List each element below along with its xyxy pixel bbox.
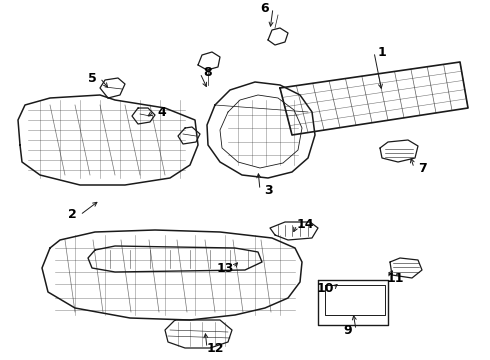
Text: 5: 5	[88, 72, 97, 85]
Text: 1: 1	[378, 45, 387, 58]
Text: 2: 2	[68, 208, 76, 221]
Text: 3: 3	[264, 184, 272, 197]
Text: 13: 13	[216, 261, 234, 274]
Text: 9: 9	[343, 324, 352, 337]
Text: 12: 12	[206, 342, 224, 355]
Text: 4: 4	[158, 105, 167, 118]
Text: 11: 11	[386, 271, 404, 284]
Text: 10: 10	[316, 282, 334, 294]
Text: 14: 14	[296, 219, 314, 231]
Text: 8: 8	[204, 67, 212, 80]
Text: 6: 6	[261, 1, 270, 14]
Text: 7: 7	[417, 162, 426, 175]
